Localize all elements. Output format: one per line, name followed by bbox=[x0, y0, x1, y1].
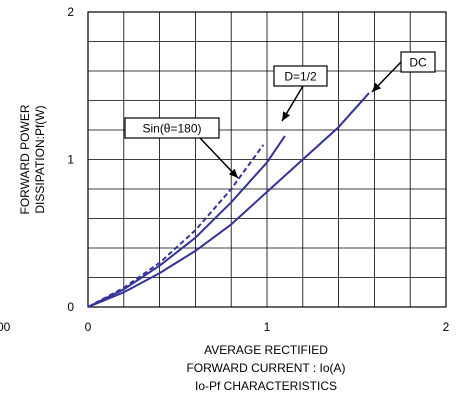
annotation-box-d-1-2 bbox=[273, 65, 328, 87]
grid bbox=[88, 12, 446, 307]
series-line-d-1-2 bbox=[87, 135, 286, 308]
annotation-label-d-1-2: D=1/2 bbox=[284, 70, 317, 84]
annotation-label-dc: DC bbox=[409, 56, 427, 70]
stray-tick-label: 00 bbox=[0, 320, 11, 334]
y-axis-label-line-1: FORWARD POWER bbox=[18, 104, 32, 214]
y-axis-label-line-2: DISSIPATION:Pf(W) bbox=[33, 105, 47, 213]
annotation-arrow-dc bbox=[371, 61, 402, 93]
series-line-dc bbox=[87, 92, 370, 308]
annotation-box-sin-180 bbox=[124, 117, 220, 139]
chart-title: Io-Pf CHARACTERISTICS bbox=[195, 379, 337, 393]
x-tick-label: 0 bbox=[85, 320, 92, 334]
tick-labels: 0 1 2 0 1 2 bbox=[67, 5, 449, 334]
y-tick-label: 1 bbox=[67, 153, 74, 167]
annotation-arrow-d-1-2 bbox=[281, 85, 304, 122]
y-tick-label: 0 bbox=[67, 300, 74, 314]
series-group bbox=[87, 92, 370, 308]
annotation-label-sin-180: Sin(θ=180) bbox=[142, 122, 201, 136]
plot-frame bbox=[87, 11, 447, 308]
annotation-group: DC D=1/2 Sin(θ=180) bbox=[124, 51, 436, 179]
y-tick-label: 2 bbox=[67, 5, 74, 19]
x-tick-label: 1 bbox=[264, 320, 271, 334]
x-tick-label: 2 bbox=[443, 320, 450, 334]
series-line-sin-180 bbox=[87, 144, 265, 308]
x-axis-label-line-1: AVERAGE RECTIFIED bbox=[204, 343, 328, 357]
annotation-arrow-sin-180 bbox=[199, 137, 239, 179]
x-axis-label-line-2: FORWARD CURRENT : Io(A) bbox=[186, 361, 345, 375]
annotation-box-dc bbox=[400, 51, 436, 73]
